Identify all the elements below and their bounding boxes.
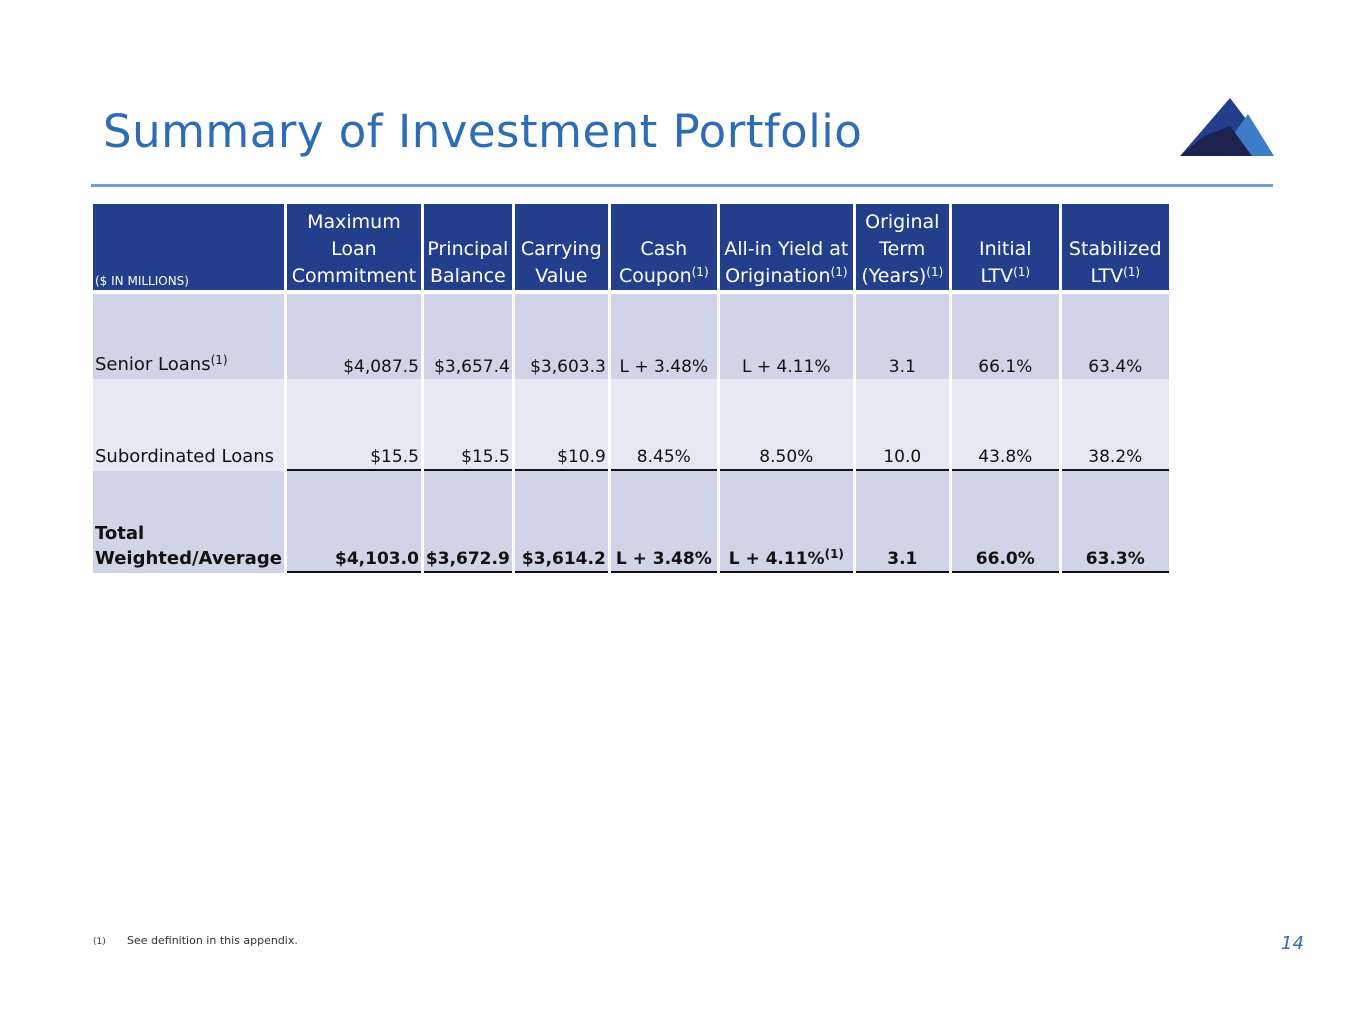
footnote: (1) See definition in this appendix. [93,934,298,947]
row-label: Total Weighted/Average [93,471,284,573]
column-header-original-term: Original Term (Years)(1) [855,204,949,294]
column-header-initial-ltv: Initial LTV(1) [951,204,1059,294]
cell-max-loan-commitment: $4,103.0 [286,471,421,573]
footnote-text: See definition in this appendix. [127,934,298,947]
cell-stabilized-ltv: 63.3% [1061,471,1169,573]
row-label: Senior Loans(1) [93,294,284,379]
column-header-carrying-value: Carrying Value [514,204,608,294]
cell-cash-coupon: L + 3.48% [610,471,717,573]
cell-max-loan-commitment: $15.5 [286,379,421,471]
cell-initial-ltv: 66.0% [951,471,1059,573]
cell-carrying-value: $10.9 [514,379,608,471]
table-row-subordinated-loans: Subordinated Loans $15.5 $15.5 $10.9 8.4… [93,379,1169,471]
mountain-logo-icon [1180,98,1274,156]
column-header-cash-coupon: Cash Coupon(1) [610,204,717,294]
cell-principal-balance: $15.5 [423,379,512,471]
page-number: 14 [1281,933,1304,954]
table-header-row: ($ IN MILLIONS) Maximum Loan Commitment … [93,204,1169,294]
footnote-marker: (1) [93,937,106,947]
cell-cash-coupon: 8.45% [610,379,717,471]
portfolio-table: ($ IN MILLIONS) Maximum Loan Commitment … [90,204,1172,573]
table-row-senior-loans: Senior Loans(1) $4,087.5 $3,657.4 $3,603… [93,294,1169,379]
column-header-principal-balance: Principal Balance [423,204,512,294]
cell-max-loan-commitment: $4,087.5 [286,294,421,379]
cell-stabilized-ltv: 63.4% [1061,294,1169,379]
cell-carrying-value: $3,603.3 [514,294,608,379]
cell-principal-balance: $3,672.9 [423,471,512,573]
column-header-maximum-loan-commitment: Maximum Loan Commitment [286,204,421,294]
cell-all-in-yield: L + 4.11%(1) [719,471,853,573]
cell-original-term: 3.1 [855,294,949,379]
title-divider [91,184,1273,187]
table-row-total: Total Weighted/Average $4,103.0 $3,672.9… [93,471,1169,573]
row-label: Subordinated Loans [93,379,284,471]
page-title: Summary of Investment Portfolio [103,105,863,158]
cell-stabilized-ltv: 38.2% [1061,379,1169,471]
cell-initial-ltv: 66.1% [951,294,1059,379]
cell-original-term: 3.1 [855,471,949,573]
column-header-all-in-yield: All-in Yield at Origination(1) [719,204,853,294]
cell-cash-coupon: L + 3.48% [610,294,717,379]
cell-initial-ltv: 43.8% [951,379,1059,471]
cell-carrying-value: $3,614.2 [514,471,608,573]
cell-all-in-yield: L + 4.11% [719,294,853,379]
cell-original-term: 10.0 [855,379,949,471]
column-header-stabilized-ltv: Stabilized LTV(1) [1061,204,1169,294]
cell-all-in-yield: 8.50% [719,379,853,471]
cell-principal-balance: $3,657.4 [423,294,512,379]
units-label: ($ IN MILLIONS) [93,204,284,294]
